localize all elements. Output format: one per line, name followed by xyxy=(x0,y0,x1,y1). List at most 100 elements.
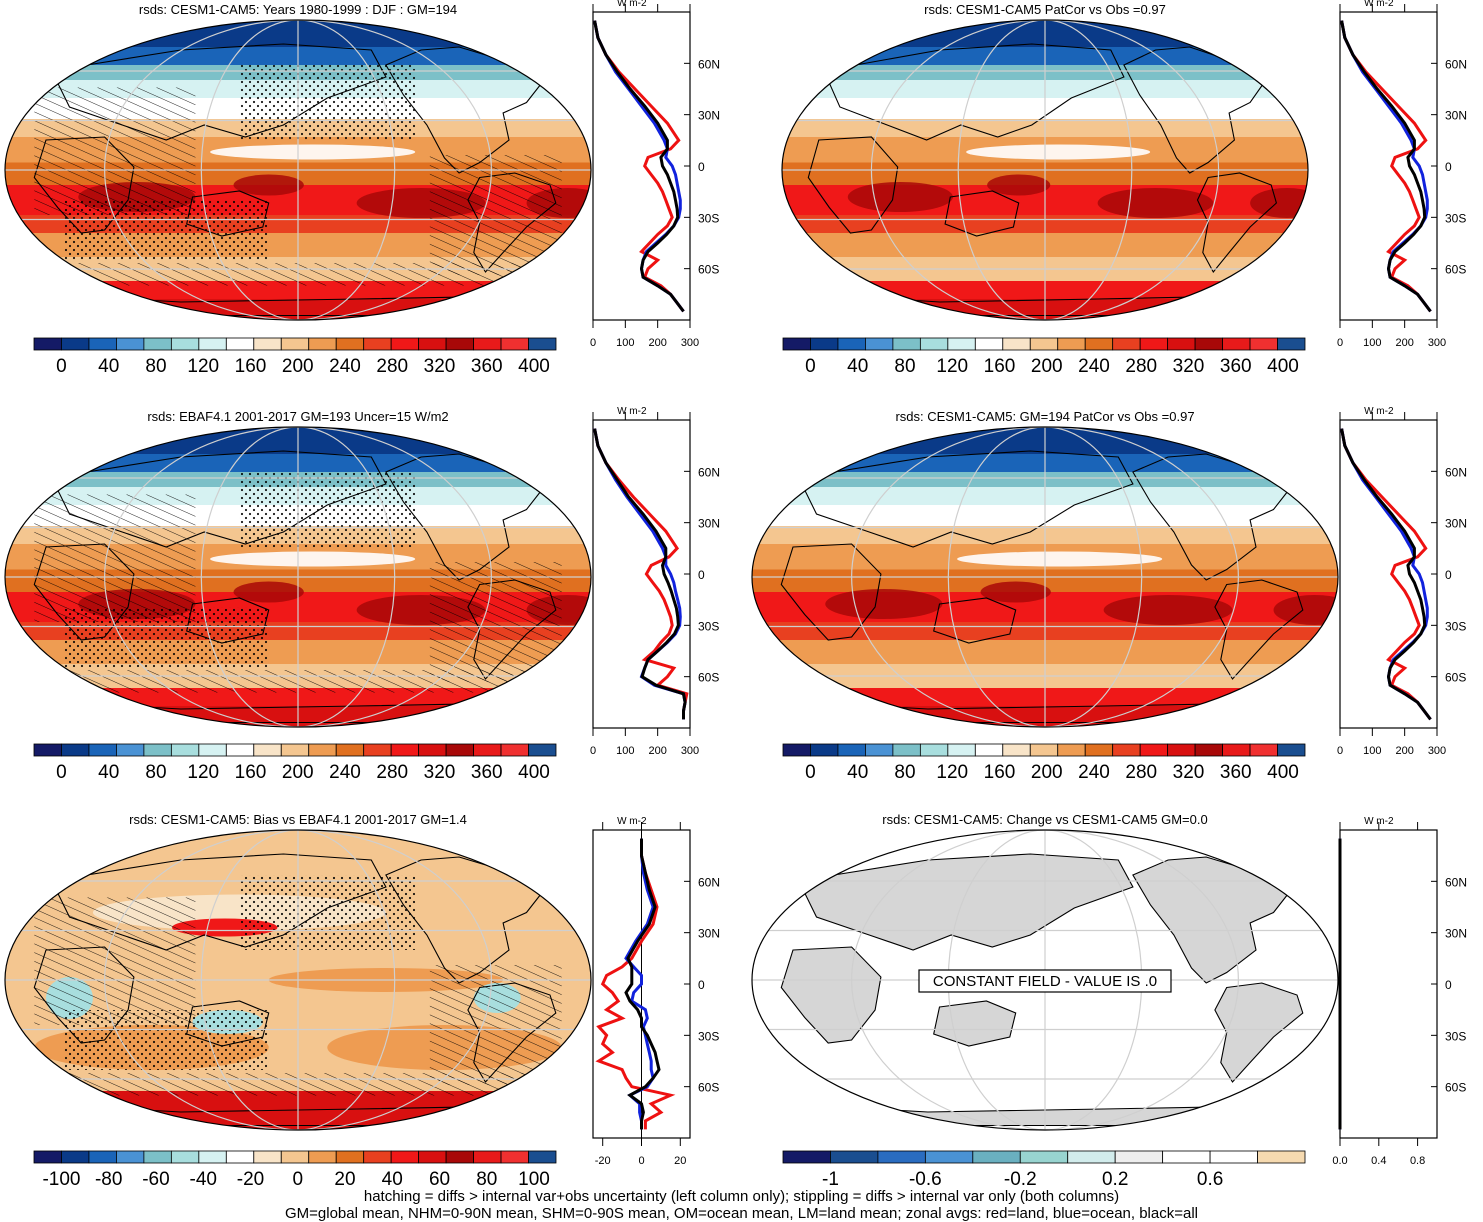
colorbar-tick-label: 0 xyxy=(805,762,816,783)
zonal-x-tick-label: 0 xyxy=(1337,745,1343,757)
zonal-panel-1: W m-2 0 100 200 300 60N 30N 0 30S 60S xyxy=(590,0,720,349)
zonal-panel-6: W m-2 0.0 0.4 0.8 60N 30N 0 30S 60S xyxy=(1332,816,1467,1167)
colorbar-tick-label: 0.2 xyxy=(1102,1169,1128,1190)
zonal-lat-label: 60N xyxy=(1445,465,1467,479)
colorbar-swatch xyxy=(837,743,866,757)
zonal-lat-label: 60S xyxy=(1445,671,1466,685)
zonal-x-tick-label: 0 xyxy=(638,1155,644,1167)
zonal-land-line xyxy=(1340,428,1432,721)
colorbar-tick-label: 0 xyxy=(56,762,67,783)
colorbar-tick-label: 20 xyxy=(334,1169,355,1190)
map-panel-3: rsds: EBAF4.1 2001-2017 GM=193 Uncer=15 … xyxy=(4,409,592,728)
map-field xyxy=(5,20,591,320)
zonal-all-line xyxy=(1340,20,1432,313)
colorbar-tick-label: 240 xyxy=(1078,762,1110,783)
colorbar-swatch xyxy=(1084,337,1114,351)
graticule xyxy=(5,427,591,727)
zonal-x-tick-label: 300 xyxy=(681,745,699,757)
zonal-panel-2: W m-2 0 100 200 300 60N 30N 0 30S 60S xyxy=(1337,0,1467,349)
colorbar-swatch xyxy=(335,1150,365,1164)
colorbar-tick-label: -1 xyxy=(822,1169,839,1190)
zonal-land-line xyxy=(595,838,676,1130)
colorbar-5: -100 -80 -60 -40 -20 0 20 40 60 80 100 xyxy=(33,1150,557,1190)
zonal-lat-label: 0 xyxy=(698,160,705,174)
zonal-all-line xyxy=(1340,428,1432,721)
zonal-lat-label: 30S xyxy=(1445,211,1466,225)
colorbar-tick-label: 0 xyxy=(56,356,67,377)
colorbar-swatch xyxy=(33,743,62,757)
colorbar-2: 0 40 80 120 160 200 240 280 320 360 400 xyxy=(782,337,1306,377)
zonal-lat-label: 30S xyxy=(1445,619,1466,633)
colorbar-swatch xyxy=(1002,337,1031,351)
colorbar-tick-label: -20 xyxy=(237,1169,264,1190)
zonal-x-tick-label: 0 xyxy=(590,337,596,349)
zonal-x-tick-label: 200 xyxy=(1395,337,1413,349)
colorbar-swatch xyxy=(418,337,447,351)
zonal-x-tick-label: 300 xyxy=(1428,337,1446,349)
map-title: rsds: CESM1-CAM5: GM=194 PatCor vs Obs =… xyxy=(895,409,1194,424)
constant-field-label: CONSTANT FIELD - VALUE IS .0 xyxy=(933,973,1157,990)
zonal-lat-label: 60S xyxy=(698,263,719,277)
zonal-x-tick-label: 0 xyxy=(590,745,596,757)
colorbar-tick-label: 0 xyxy=(292,1169,303,1190)
colorbar-swatch xyxy=(1194,743,1223,757)
map-title: rsds: EBAF4.1 2001-2017 GM=193 Uncer=15 … xyxy=(147,409,448,424)
map-field xyxy=(782,20,1308,320)
map-border xyxy=(4,426,592,728)
colorbar-swatch xyxy=(865,337,894,351)
zonal-land-line xyxy=(593,428,689,720)
colorbar-swatch xyxy=(61,1150,90,1164)
map-border xyxy=(4,829,592,1131)
colorbar-tick-label: 240 xyxy=(329,356,361,377)
colorbar-swatch xyxy=(253,337,282,351)
colorbar-swatch xyxy=(473,743,502,757)
map-panel-6: rsds: CESM1-CAM5: Change vs CESM1-CAM5 G… xyxy=(751,812,1339,1131)
colorbar-swatch xyxy=(892,743,921,757)
zonal-x-tick-label: 100 xyxy=(616,745,634,757)
colorbar-swatch xyxy=(947,743,976,757)
colorbar-swatch xyxy=(418,1150,447,1164)
continent-australia xyxy=(944,190,1020,237)
map-border xyxy=(751,829,1339,1131)
continent-south-america xyxy=(1214,982,1304,1083)
graticule xyxy=(752,427,1338,727)
annotation-box xyxy=(918,969,1172,993)
colorbar-swatch xyxy=(143,1150,172,1164)
colorbar-swatch xyxy=(1257,1150,1306,1164)
zonal-lat-label: 30N xyxy=(1445,109,1467,123)
continent-africa xyxy=(780,543,882,641)
continent-africa xyxy=(807,136,899,234)
colorbar-tick-label: 360 xyxy=(471,356,503,377)
zonal-x-tick-label: 200 xyxy=(648,745,666,757)
map-panel-5: rsds: CESM1-CAM5: Bias vs EBAF4.1 2001-2… xyxy=(4,812,592,1131)
colorbar-swatch xyxy=(528,743,557,757)
continent-australia xyxy=(933,597,1017,644)
colorbar-swatch xyxy=(225,1150,255,1164)
colorbar-tick-label: 280 xyxy=(1125,762,1157,783)
colorbar-swatch xyxy=(500,743,529,757)
colorbar-swatch xyxy=(810,743,839,757)
colorbar-swatch xyxy=(363,337,392,351)
colorbar-swatch xyxy=(116,337,145,351)
colorbar-swatch xyxy=(810,337,839,351)
colorbar-swatch xyxy=(88,1150,117,1164)
colorbar-swatch xyxy=(418,743,447,757)
zonal-unit-label: W m-2 xyxy=(617,406,647,417)
zonal-frame xyxy=(1339,829,1438,1139)
colorbar-swatch xyxy=(947,337,976,351)
colorbar-swatch xyxy=(1112,743,1141,757)
zonal-lat-label: 30N xyxy=(698,109,720,123)
colorbar-swatch xyxy=(1112,337,1141,351)
zonal-all-line xyxy=(624,838,661,1130)
colorbar-swatch xyxy=(1222,743,1251,757)
colorbar-tick-label: 200 xyxy=(1031,762,1063,783)
colorbar-swatch xyxy=(170,743,200,757)
zonal-lat-label: 0 xyxy=(1445,160,1452,174)
colorbar-swatch xyxy=(170,1150,200,1164)
continent-africa xyxy=(780,946,882,1044)
colorbar-tick-label: 360 xyxy=(471,762,503,783)
colorbar-swatch xyxy=(1139,743,1169,757)
colorbar-swatch xyxy=(1194,337,1223,351)
colorbar-tick-label: 80 xyxy=(145,356,166,377)
